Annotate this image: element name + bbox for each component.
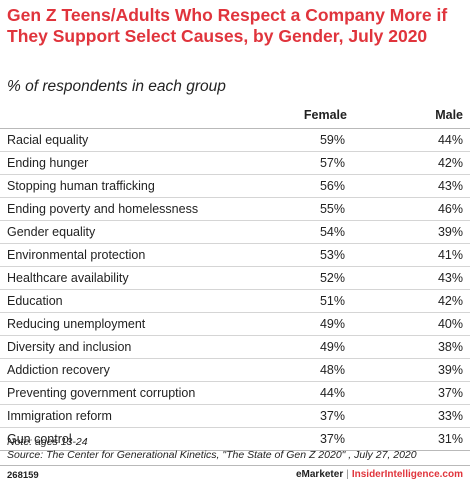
row-label: Addiction recovery: [7, 363, 110, 377]
female-value: 55%: [319, 202, 345, 216]
female-value: 52%: [319, 271, 345, 285]
row-label: Stopping human trafficking: [7, 179, 155, 193]
female-value: 59%: [319, 133, 345, 147]
table-row: Ending hunger 57% 42%: [0, 152, 470, 175]
source-line: Source: The Center for Generational Kine…: [7, 449, 417, 461]
table-row: Preventing government corruption 44% 37%: [0, 382, 470, 405]
table-row: Ending poverty and homelessness 55% 46%: [0, 198, 470, 221]
table-row: Immigration reform 37% 33%: [0, 405, 470, 428]
row-label: Environmental protection: [7, 248, 146, 262]
table-row: Addiction recovery 48% 39%: [0, 359, 470, 382]
row-label: Gender equality: [7, 225, 96, 239]
brand-insider: InsiderIntelligence.com: [351, 469, 463, 480]
male-value: 43%: [437, 179, 463, 193]
table-row: Gender equality 54% 39%: [0, 221, 470, 244]
footer-divider: [0, 465, 470, 466]
table-row: Environmental protection 53% 41%: [0, 244, 470, 267]
table-row: Diversity and inclusion 49% 38%: [0, 336, 470, 359]
male-value: 39%: [437, 363, 463, 377]
male-value: 42%: [437, 294, 463, 308]
male-value: 43%: [437, 271, 463, 285]
male-value: 42%: [437, 156, 463, 170]
female-value: 37%: [319, 409, 345, 423]
row-label: Healthcare availability: [7, 271, 129, 285]
column-header-male: Male: [435, 108, 463, 122]
male-value: 33%: [437, 409, 463, 423]
female-value: 49%: [319, 340, 345, 354]
female-value: 56%: [319, 179, 345, 193]
male-value: 40%: [437, 317, 463, 331]
male-value: 38%: [437, 340, 463, 354]
female-value: 51%: [319, 294, 345, 308]
row-label: Reducing unemployment: [7, 317, 146, 331]
row-label: Diversity and inclusion: [7, 340, 132, 354]
chart-subtitle: % of respondents in each group: [7, 78, 226, 95]
brand-logo: eMarketer | InsiderIntelligence.com: [296, 469, 463, 480]
column-header-female: Female: [303, 108, 347, 122]
female-value: 48%: [319, 363, 345, 377]
female-value: 49%: [319, 317, 345, 331]
male-value: 37%: [437, 386, 463, 400]
row-label: Racial equality: [7, 133, 89, 147]
male-value: 46%: [437, 202, 463, 216]
row-label: Ending poverty and homelessness: [7, 202, 199, 216]
data-table: Female Male Racial equality 59% 44% Ending …: [0, 105, 470, 451]
table-row: Gun control 37% 31%: [0, 428, 470, 451]
table-row: Racial equality 59% 44%: [0, 129, 470, 152]
female-value: 44%: [319, 386, 345, 400]
brand-separator: |: [346, 469, 349, 480]
table-body: Racial equality 59% 44% Ending hunger 57% 42%…: [0, 129, 470, 451]
row-label: Immigration reform: [7, 409, 112, 423]
row-label: Preventing government corruption: [7, 386, 196, 400]
brand-emarketer: eMarketer: [295, 469, 344, 480]
male-value: 31%: [437, 432, 463, 446]
chart-title: Gen Z Teens/Adults Who Respect a Company…: [7, 5, 448, 46]
chart-id: 268159: [7, 470, 39, 481]
table-row: Healthcare availability 52% 43%: [0, 267, 470, 290]
female-value: 57%: [319, 156, 345, 170]
female-value: 54%: [319, 225, 345, 239]
table-row: Stopping human trafficking 56% 43%: [0, 175, 470, 198]
male-value: 44%: [437, 133, 463, 147]
row-label: Ending hunger: [7, 156, 89, 170]
table-row: Reducing unemployment 49% 40%: [0, 313, 470, 336]
male-value: 39%: [437, 225, 463, 239]
female-value: 37%: [319, 432, 345, 446]
table-header: Female Male: [0, 105, 470, 129]
female-value: 53%: [319, 248, 345, 262]
male-value: 41%: [437, 248, 463, 262]
footnote: Note: ages 13-24: [7, 436, 88, 448]
row-label: Gun control: [7, 432, 72, 446]
table-row: Education 51% 42%: [0, 290, 470, 313]
row-label: Education: [7, 294, 63, 308]
